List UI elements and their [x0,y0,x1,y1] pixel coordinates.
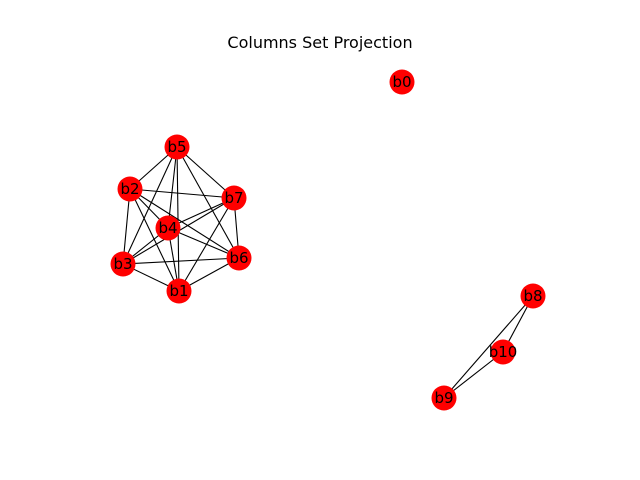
node-circle-b10 [490,339,516,365]
node-b1: b1 [166,278,192,304]
edge-b2-b3 [122,188,131,265]
node-label-b5: b5 [167,138,186,156]
edge-b4-b6 [167,227,240,259]
edge-b4-b5 [167,146,178,229]
edge-b8-b9 [443,295,534,399]
node-b8: b8 [520,283,546,309]
node-label-b0: b0 [392,73,411,91]
edge-b5-b7 [176,146,235,199]
nodes-layer: b0 b1 b2 b3 b4 b5 b6 b7 b8 b9 b10 [110,69,546,411]
node-b0: b0 [389,69,415,95]
node-circle-b0 [389,69,415,95]
node-circle-b3 [110,251,136,277]
node-circle-b7 [221,185,247,211]
edge-b3-b6 [122,257,240,265]
node-b5: b5 [164,134,190,160]
edge-b3-b5 [122,146,178,265]
node-circle-b9 [431,385,457,411]
node-circle-b4 [155,215,181,241]
node-label-b10: b10 [489,343,518,361]
node-label-b7: b7 [224,189,243,207]
node-circle-b8 [520,283,546,309]
edge-b1-b2 [129,188,180,292]
edge-b2-b7 [129,188,235,199]
node-b3: b3 [110,251,136,277]
node-label-b4: b4 [158,219,177,237]
node-b4: b4 [155,215,181,241]
node-b6: b6 [226,245,252,271]
edges-layer [122,146,534,399]
node-label-b1: b1 [169,282,188,300]
node-b9: b9 [431,385,457,411]
node-circle-b2 [117,176,143,202]
diagram-title: Columns Set Projection [227,33,413,52]
node-b2: b2 [117,176,143,202]
edge-b2-b6 [129,188,240,259]
node-b7: b7 [221,185,247,211]
node-circle-b1 [166,278,192,304]
edge-b5-b6 [176,146,240,259]
node-label-b3: b3 [113,255,132,273]
node-label-b9: b9 [434,389,453,407]
node-circle-b6 [226,245,252,271]
node-label-b2: b2 [120,180,139,198]
node-label-b8: b8 [523,287,542,305]
node-circle-b5 [164,134,190,160]
node-label-b6: b6 [229,249,248,267]
node-b10: b10 [489,339,518,365]
